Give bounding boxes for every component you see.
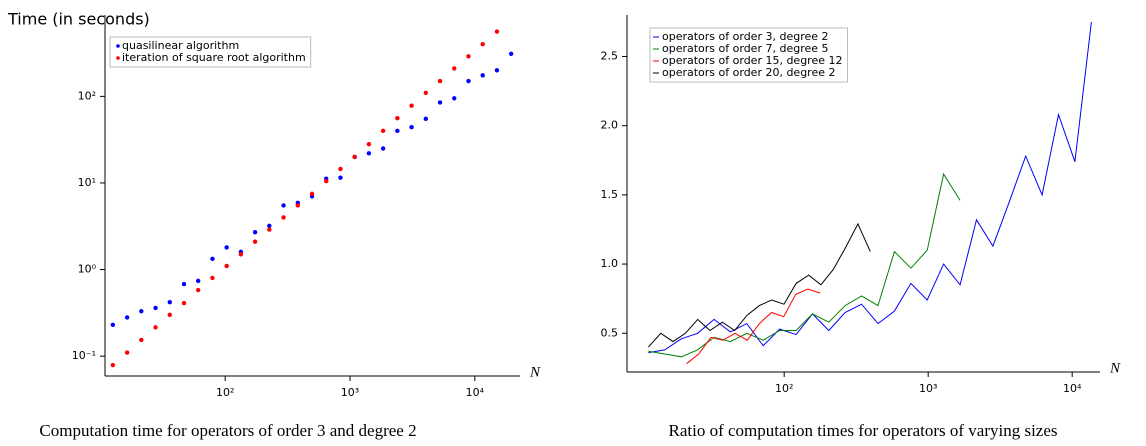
y-tick-label: 2.5 [601, 50, 619, 63]
point [352, 154, 357, 160]
point [110, 322, 116, 328]
y-tick-label: 1.5 [601, 188, 619, 201]
x-tick-label: 10² [216, 386, 234, 399]
legend-label: operators of order 20, degree 2 [662, 66, 836, 79]
point [437, 100, 443, 105]
point [494, 68, 500, 73]
line [648, 172, 961, 358]
point [380, 128, 386, 134]
y-axis-label: Time (in seconds) [7, 10, 150, 29]
y-tick-label: 10¹ [78, 176, 96, 189]
point [409, 125, 414, 130]
legend-marker [116, 44, 120, 48]
legend: operators of order 3, degree 2operators … [649, 27, 848, 83]
legend-frame [649, 27, 848, 83]
point [124, 315, 130, 320]
point [167, 312, 172, 318]
point [252, 239, 258, 244]
point [380, 146, 386, 151]
point [238, 252, 244, 257]
point [153, 325, 158, 330]
point [395, 128, 400, 134]
point [338, 175, 343, 180]
y-tick-label: 10² [78, 89, 96, 102]
y-tick-label: 0.5 [601, 326, 619, 339]
x-tick-label: 10² [775, 382, 793, 395]
point [452, 66, 457, 71]
point [224, 263, 229, 269]
y-tick-label: 1.0 [601, 257, 619, 270]
point [139, 309, 144, 314]
y-tick-label: 10⁰ [78, 263, 97, 276]
point [281, 215, 286, 220]
point [210, 275, 215, 281]
point [508, 51, 514, 57]
legend-label: iteration of square root algorithm [122, 51, 306, 64]
point [395, 115, 400, 121]
point [295, 203, 300, 208]
x-tick-label: 10³ [341, 386, 359, 399]
point [267, 227, 272, 232]
point [153, 305, 158, 311]
point [252, 230, 258, 235]
chart: 10² 10³ 10⁴ 0.5 1.0 1.5 2.0 2.5 N Ratio of comput… [601, 15, 1121, 440]
point [366, 142, 372, 147]
point [309, 191, 315, 196]
point [167, 299, 172, 305]
point [494, 29, 500, 34]
line [648, 222, 871, 348]
legend-frame [109, 36, 312, 68]
point [423, 116, 429, 122]
point [338, 166, 343, 172]
point [195, 287, 201, 293]
caption: Ratio of computation times for operators… [668, 421, 1057, 440]
point [181, 300, 187, 306]
point [124, 350, 130, 355]
point [480, 42, 485, 47]
legend-marker [116, 56, 120, 60]
y-tick-label: 2.0 [601, 119, 619, 132]
point [423, 90, 429, 95]
point [466, 54, 471, 59]
point [324, 178, 329, 184]
legend-label: quasilinear algorithm [122, 39, 239, 52]
x-axis-label: N [1109, 360, 1121, 376]
x-tick-label: 10³ [919, 382, 937, 395]
y-tick-label: 10⁻¹ [72, 349, 96, 362]
point [267, 223, 272, 229]
point [409, 103, 414, 108]
point [181, 281, 187, 287]
point [110, 362, 116, 368]
point [281, 203, 286, 208]
point [452, 96, 457, 101]
x-tick-label: 10⁴ [466, 386, 485, 399]
point [366, 151, 372, 156]
legend-label: operators of order 3, degree 2 [662, 30, 829, 43]
caption: Computation time for operators of order … [39, 421, 416, 440]
point [480, 73, 485, 78]
point [224, 245, 229, 250]
point [139, 337, 144, 343]
line [648, 21, 1092, 354]
point [437, 78, 443, 84]
chart: 10² 10³ 10⁴ 10⁻¹ 10⁰ 10¹ 10² N Time (in seconds)… [7, 10, 541, 440]
point [210, 256, 215, 262]
legend-label: operators of order 7, degree 5 [662, 42, 829, 55]
point [195, 278, 201, 284]
x-axis-label: N [529, 364, 541, 380]
point [466, 78, 471, 84]
line [686, 288, 821, 365]
x-tick-label: 10⁴ [1063, 382, 1082, 395]
legend-label: operators of order 15, degree 12 [662, 54, 843, 67]
